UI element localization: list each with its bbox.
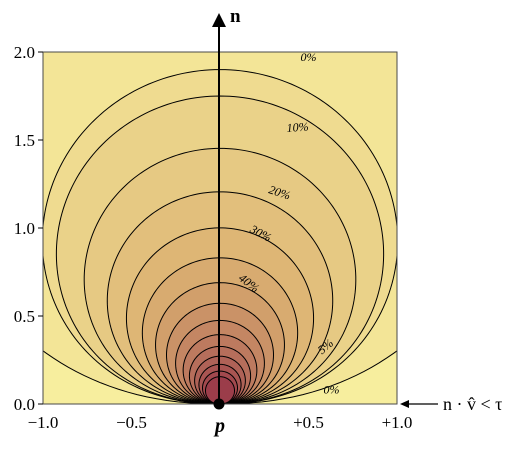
x-tick-label: −0.5 [116, 413, 147, 432]
contour-label: 10% [286, 119, 309, 135]
origin-point [213, 398, 225, 410]
x-tick-label: −1.0 [28, 413, 59, 432]
y-tick-label: 1.0 [14, 219, 35, 238]
y-tick-label: 0.5 [14, 307, 35, 326]
annotation-arrowhead [400, 400, 409, 408]
contour-label: 0% [324, 382, 340, 396]
axis-ticks: 0.0 0.5 1.0 1.5 2.0 −1.0 −0.5 p +0.5 +1.0 [14, 43, 413, 437]
x-tick-label: +0.5 [293, 413, 324, 432]
contour-label: 0% [301, 50, 317, 64]
y-tick-label: 1.5 [14, 131, 35, 150]
origin-label: p [213, 415, 225, 437]
y-tick-label: 0.0 [14, 395, 35, 414]
x-tick-label: +1.0 [382, 413, 413, 432]
normal-axis-label: n [230, 6, 241, 27]
y-tick-label: 2.0 [14, 43, 35, 62]
annotation-text: n · v̂ < τ [443, 394, 502, 414]
contour-fills [43, 52, 397, 404]
contour-label: 20% [267, 182, 292, 202]
